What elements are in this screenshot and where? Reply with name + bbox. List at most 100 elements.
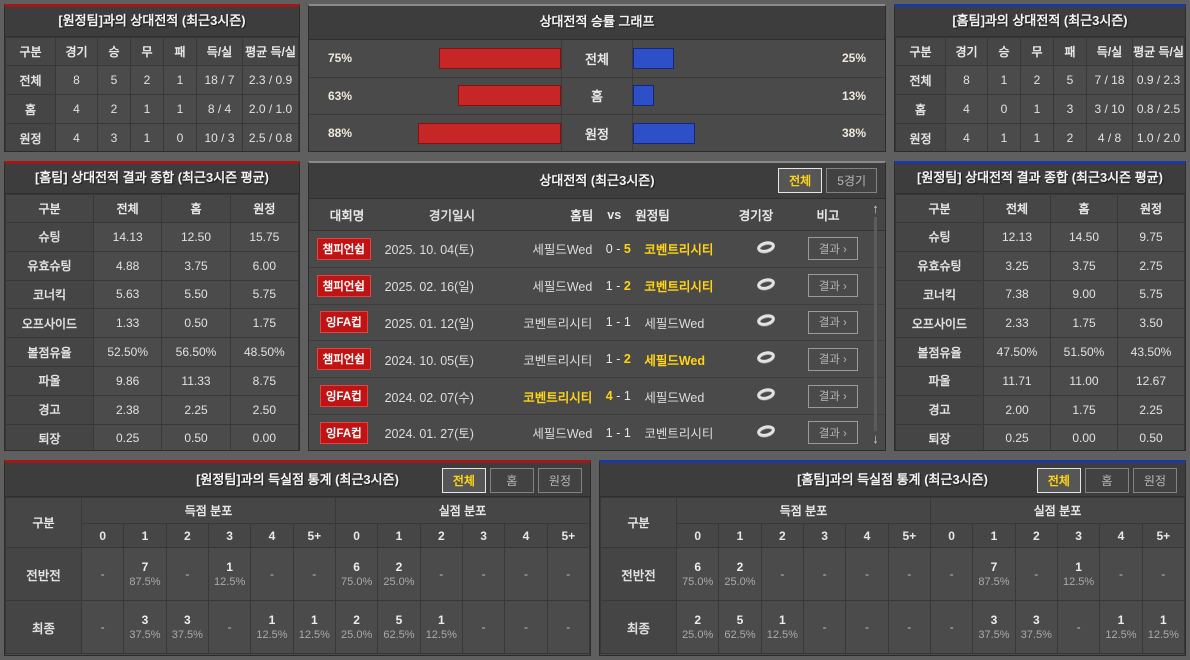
result-button[interactable]: 결과 › [807, 384, 858, 408]
home-summary-cell: 12.50 [161, 222, 231, 252]
away-summary-cell: 11.00 [1050, 365, 1118, 396]
away-summary-row: 파울 11.71 11.00 12.67 [895, 365, 1185, 396]
away-record-header: 득/실 [196, 37, 243, 66]
home-summary-row-label: 슈팅 [5, 222, 94, 252]
home-team-name: 코벤트리시티 [523, 353, 593, 368]
panel-home-summary-title: [홈팀] 상대전적 결과 종합 (최근3시즌 평균) [5, 164, 299, 194]
goal-count: 6 [694, 559, 701, 574]
goal-count: 3 [990, 612, 998, 627]
goals-away-conceded-cell: - [461, 547, 506, 601]
away-summary-cell: 43.50% [1117, 337, 1185, 367]
goals-away-scored-cell: 1 12.5% [250, 600, 294, 654]
away-summary-cell: 9.00 [1050, 279, 1118, 310]
away-summary-cell: 2.00 [983, 394, 1051, 425]
stadium-icon[interactable] [756, 239, 778, 259]
goals-away-tabs: 전체 홈 원정 [438, 468, 582, 493]
stadium-icon[interactable] [756, 386, 778, 406]
home-record-header: 구분 [895, 37, 946, 66]
match-score: 1 - 2 [592, 352, 644, 366]
goals-away-scored-cell: - [80, 547, 125, 601]
goals-away-bin-header: 0 [80, 523, 125, 548]
goal-percent: 87.5% [978, 575, 1010, 588]
home-summary-header: 홈 [161, 194, 231, 223]
goals-home-tab-active[interactable]: 전체 [1036, 468, 1081, 493]
away-summary-header: 원정 [1117, 194, 1185, 223]
away-win-pct-label: 38% [841, 126, 867, 141]
result-button[interactable]: 결과 › [807, 310, 858, 334]
away-summary-cell: 1.75 [1050, 394, 1118, 425]
away-record-cell: 1 [130, 123, 164, 151]
stadium-icon[interactable] [756, 312, 778, 332]
home-record-header: 승 [987, 37, 1021, 66]
scrollbar-track[interactable] [874, 217, 877, 431]
win-rate-chart-title: 상대전적 승률 그래프 [309, 6, 885, 40]
goal-percent: 62.5% [383, 628, 415, 641]
match-cell: 코벤트리시티 1 - 1 세필드Wed [496, 313, 740, 332]
away-summary-cell: 2.25 [1117, 394, 1185, 425]
match-score: 1 - 2 [592, 279, 644, 293]
away-summary-row-label: 슈팅 [895, 222, 984, 252]
h2h-match-row: 챔피언쉽 2025. 10. 04(토) 세필드Wed 0 - 5 코벤트리시티 결과 › [309, 231, 885, 268]
away-record-table: 구분 경기 승 무 패 득/실 평균 득/실 전체 8 5 2 1 18 / 7 2.3 / 0.9 홈 4… [5, 37, 299, 151]
stadium-cell [740, 425, 793, 441]
scroll-down-icon[interactable]: ↓ [872, 431, 879, 446]
goals-home-tab-tab[interactable]: 원정 [1132, 468, 1177, 493]
result-button[interactable]: 결과 › [807, 274, 858, 298]
h2h-scrollbar[interactable]: ↑ ↓ [869, 201, 882, 446]
away-summary-row-label: 퇴장 [895, 423, 984, 450]
goals-home-conceded-cell: - [929, 600, 974, 654]
h2h-tabs: 전체 5경기 [774, 168, 877, 193]
goals-home-conceded-cell: 1 12.5% [1099, 600, 1143, 654]
stadium-icon[interactable] [756, 276, 778, 296]
stadium-icon[interactable] [756, 349, 778, 369]
h2h-header-row: 대회명 경기일시 홈팀 vs 원정팀 경기장 비고 [309, 199, 885, 231]
home-win-bar [438, 47, 561, 69]
empty-dash: - [312, 567, 317, 581]
goal-percent: 25.0% [341, 628, 373, 641]
away-record-cell: 18 / 7 [196, 65, 243, 95]
home-win-pct-label: 75% [327, 51, 353, 66]
home-summary-cell: 4.88 [92, 250, 163, 281]
home-record-header: 득/실 [1086, 37, 1133, 66]
stadium-cell [740, 314, 793, 330]
scroll-up-icon[interactable]: ↑ [872, 201, 879, 216]
away-summary-row: 볼점유율 47.50% 51.50% 43.50% [895, 337, 1185, 367]
goals-away-tab-active[interactable]: 전체 [441, 468, 486, 493]
goals-away-conceded-cell: - [504, 547, 548, 601]
goals-away-scored-cell: 1 12.5% [292, 600, 336, 654]
stadium-icon[interactable] [756, 423, 778, 443]
home-summary-cell: 2.38 [92, 394, 163, 425]
goals-home-group-header-row: 구분 득점 분포 실점 분포 [600, 497, 1185, 548]
goals-home-group-header: 득점 분포 [676, 497, 931, 524]
win-rate-category-label: 전체 [585, 51, 609, 67]
match-score: 4 - 1 [592, 389, 644, 403]
home-summary-cell: 1.75 [229, 308, 299, 339]
away-summary-table: 구분 전체 홈 원정 슈팅 12.13 14.50 9.75 유효슈팅 3.25 3.75 2.75… [895, 194, 1185, 450]
h2h-row-container: 챔피언쉽 2025. 10. 04(토) 세필드Wed 0 - 5 코벤트리시티 결과 ›… [309, 231, 885, 450]
goals-away-bin-header: 3 [207, 523, 252, 548]
result-button[interactable]: 결과 › [807, 237, 858, 261]
goals-away-tab-tab[interactable]: 원정 [537, 468, 582, 493]
away-bar-zone [632, 40, 823, 77]
away-win-bar [633, 122, 695, 144]
goal-percent: 75.0% [341, 575, 373, 588]
h2h-tab-active[interactable]: 전체 [778, 168, 823, 193]
empty-dash: - [1076, 620, 1081, 634]
goals-away-titlebar: [원정팀]과의 득실점 통계 (최근3시즌) 전체 홈 원정 [5, 463, 590, 497]
h2h-tab-tab[interactable]: 5경기 [826, 168, 877, 193]
home-summary-row-label: 파울 [5, 365, 94, 396]
h2h-col-vs: vs [607, 207, 622, 222]
panel-away-summary: [원정팀] 상대전적 결과 종합 (최근3시즌 평균) 구분 전체 홈 원정 슈팅 12… [894, 161, 1186, 451]
goals-away-bin-header: 1 [123, 523, 167, 548]
home-win-bar [458, 85, 561, 107]
home-summary-cell: 48.50% [229, 337, 299, 367]
home-summary-row-label: 오프사이드 [5, 308, 94, 339]
goals-home-tab-tab[interactable]: 홈 [1084, 468, 1129, 493]
goals-home-scored-cell: - [887, 600, 931, 654]
league-badge: 챔피언쉽 [316, 348, 371, 371]
result-button[interactable]: 결과 › [807, 347, 858, 371]
goals-away-tab-tab[interactable]: 홈 [489, 468, 534, 493]
goal-count: 3 [141, 612, 149, 627]
goals-home-row-label: 전반전 [600, 547, 677, 601]
result-button[interactable]: 결과 › [807, 421, 858, 445]
